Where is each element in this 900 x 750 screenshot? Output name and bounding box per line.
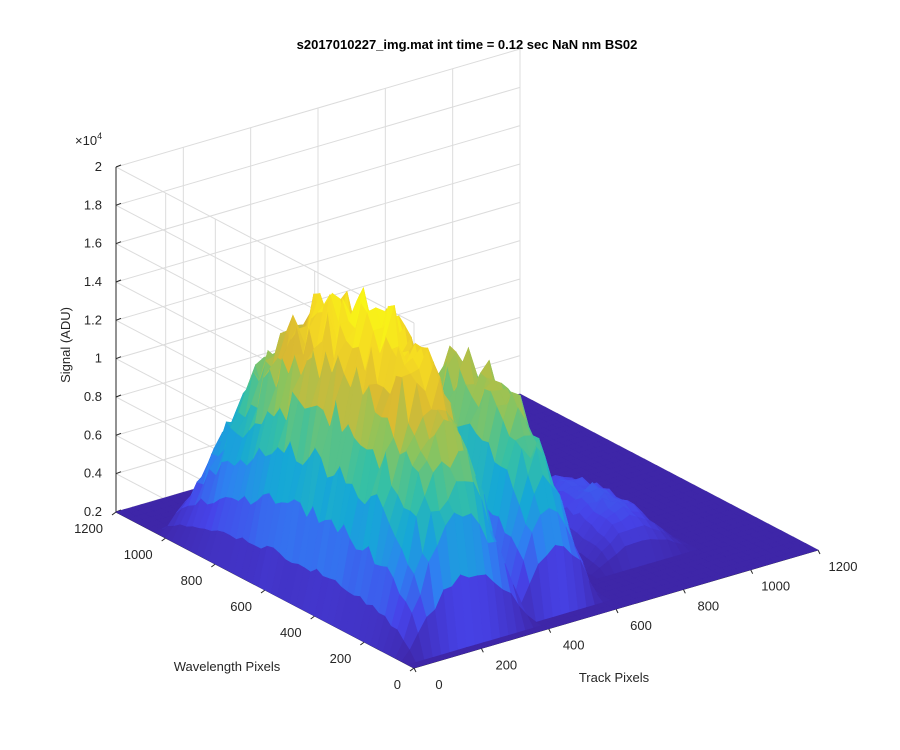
y-tick-label: 400 (280, 625, 302, 640)
z-axis-label: Signal (ADU) (58, 307, 73, 383)
z-tick-mark (115, 241, 122, 245)
x-tick-label: 1200 (829, 559, 858, 574)
y-tick-label: 1000 (124, 547, 153, 562)
z-tick-mark (115, 164, 122, 168)
x-tick-mark (682, 589, 686, 594)
y-tick-mark (161, 537, 166, 542)
y-tick-label: 1200 (74, 521, 103, 536)
y-tick-mark (211, 563, 216, 568)
x-tick-label: 400 (563, 638, 585, 653)
y-tick-label: 600 (230, 599, 252, 614)
z-tick-label: 0.4 (84, 466, 102, 481)
y-tick-mark (360, 641, 365, 646)
z-tick-mark (115, 356, 122, 360)
x-tick-label: 800 (697, 598, 719, 613)
grid-line (115, 125, 521, 245)
z-tick-label: 1.4 (84, 274, 102, 289)
z-tick-mark (115, 317, 122, 321)
chart-title: s2017010227_img.mat int time = 0.12 sec … (297, 37, 638, 52)
y-tick-label: 0 (394, 677, 401, 692)
x-tick-label: 200 (495, 657, 517, 672)
z-tick-label: 1 (95, 351, 102, 366)
y-tick-label: 200 (330, 651, 352, 666)
z-tick-label: 2 (95, 159, 102, 174)
x-tick-mark (480, 648, 484, 653)
surface-patch (802, 546, 819, 553)
z-tick-label: 1.2 (84, 312, 102, 327)
z-tick-mark (115, 432, 122, 436)
x-tick-label: 0 (435, 677, 442, 692)
y-axis-label: Wavelength Pixels (174, 659, 281, 674)
grid-line (115, 48, 521, 168)
grid-line (115, 201, 521, 321)
z-tick-label: 0.2 (84, 504, 102, 519)
surface-mesh (115, 286, 819, 669)
y-tick-label: 800 (181, 573, 203, 588)
y-tick-mark (260, 589, 266, 594)
x-tick-mark (615, 608, 619, 614)
x-tick-mark (548, 628, 552, 633)
z-tick-mark (115, 202, 122, 206)
z-tick-label: 0.6 (84, 427, 102, 442)
grid-line (115, 163, 521, 283)
y-tick-mark (111, 511, 117, 516)
z-tick-mark (115, 471, 122, 475)
grid-line (115, 86, 521, 206)
y-tick-mark (310, 615, 315, 620)
y-tick-mark (409, 667, 415, 672)
z-tick-mark (115, 394, 122, 398)
x-tick-mark (817, 549, 821, 555)
z-tick-mark (115, 279, 122, 283)
z-tick-label: 0.8 (84, 389, 102, 404)
z-tick-label: 1.6 (84, 236, 102, 251)
tick-labels: 0200400600800100012000200400600800100012… (74, 159, 857, 692)
z-tick-label: 1.8 (84, 197, 102, 212)
x-tick-label: 1000 (761, 579, 790, 594)
x-tick-mark (750, 569, 754, 574)
z-multiplier-label: ×104 (75, 131, 102, 148)
x-axis-label: Track Pixels (579, 670, 650, 685)
x-tick-label: 600 (630, 618, 652, 633)
x-tick-mark (413, 667, 417, 673)
